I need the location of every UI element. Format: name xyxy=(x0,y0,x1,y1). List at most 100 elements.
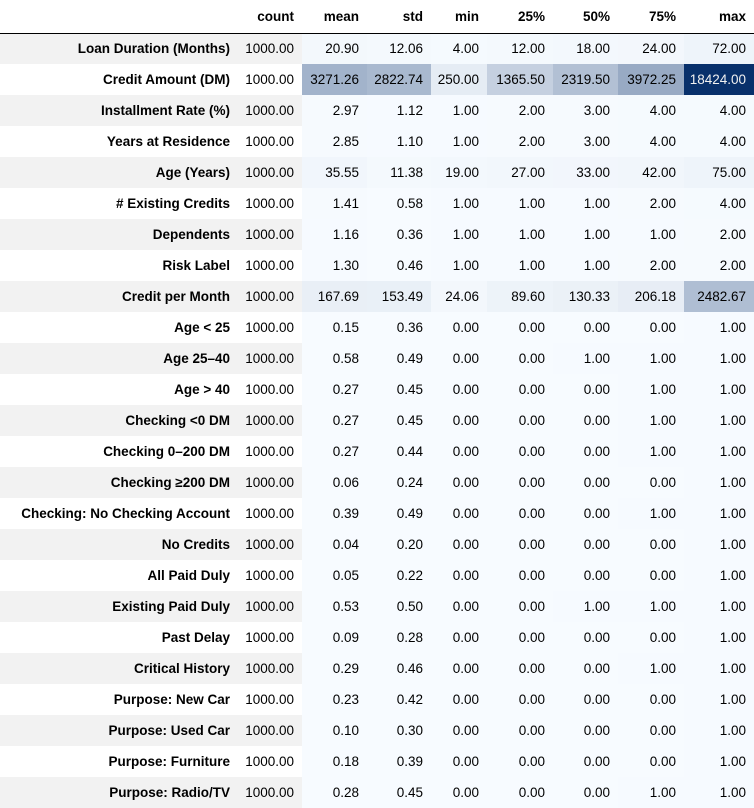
cell-50pct: 1.00 xyxy=(553,219,618,250)
table-row: Loan Duration (Months) 1000.00 20.90 12.06 4… xyxy=(0,33,754,64)
table-row: Checking ≥200 DM 1000.00 0.06 0.24 0.00 0.00 0… xyxy=(0,467,754,498)
cell-max: 1.00 xyxy=(684,374,754,405)
cell-75pct: 0.00 xyxy=(618,684,684,715)
cell-max: 1.00 xyxy=(684,715,754,746)
cell-75pct: 0.00 xyxy=(618,529,684,560)
cell-25pct: 1.00 xyxy=(487,188,553,219)
table-row: Checking: No Checking Account 1000.00 0.39… xyxy=(0,498,754,529)
cell-min: 0.00 xyxy=(431,436,487,467)
cell-75pct: 1.00 xyxy=(618,405,684,436)
cell-max: 1.00 xyxy=(684,622,754,653)
row-label: Purpose: Radio/TV xyxy=(0,777,238,808)
cell-25pct: 0.00 xyxy=(487,529,553,560)
cell-50pct: 3.00 xyxy=(553,95,618,126)
cell-count: 1000.00 xyxy=(238,64,302,95)
cell-50pct: 1.00 xyxy=(553,188,618,219)
cell-count: 1000.00 xyxy=(238,591,302,622)
cell-75pct: 1.00 xyxy=(618,653,684,684)
cell-max: 4.00 xyxy=(684,188,754,219)
cell-count: 1000.00 xyxy=(238,33,302,64)
row-label: Credit per Month xyxy=(0,281,238,312)
cell-min: 24.06 xyxy=(431,281,487,312)
cell-75pct: 1.00 xyxy=(618,343,684,374)
cell-50pct: 1.00 xyxy=(553,343,618,374)
cell-mean: 35.55 xyxy=(302,157,367,188)
cell-std: 0.24 xyxy=(367,467,431,498)
cell-25pct: 0.00 xyxy=(487,343,553,374)
cell-count: 1000.00 xyxy=(238,560,302,591)
cell-min: 1.00 xyxy=(431,95,487,126)
cell-50pct: 0.00 xyxy=(553,715,618,746)
cell-count: 1000.00 xyxy=(238,250,302,281)
cell-min: 0.00 xyxy=(431,374,487,405)
cell-count: 1000.00 xyxy=(238,684,302,715)
cell-min: 0.00 xyxy=(431,684,487,715)
cell-75pct: 1.00 xyxy=(618,436,684,467)
table-row: Past Delay 1000.00 0.09 0.28 0.00 0.00 0.00 0.0… xyxy=(0,622,754,653)
table-row: Installment Rate (%) 1000.00 2.97 1.12 1.00 2… xyxy=(0,95,754,126)
cell-75pct: 1.00 xyxy=(618,591,684,622)
cell-count: 1000.00 xyxy=(238,374,302,405)
cell-mean: 0.28 xyxy=(302,777,367,808)
table-row: Credit Amount (DM) 1000.00 3271.26 2822.74 2… xyxy=(0,64,754,95)
cell-25pct: 0.00 xyxy=(487,591,553,622)
cell-std: 11.38 xyxy=(367,157,431,188)
cell-count: 1000.00 xyxy=(238,281,302,312)
cell-max: 1.00 xyxy=(684,343,754,374)
table-row: Existing Paid Duly 1000.00 0.53 0.50 0.00 0.0… xyxy=(0,591,754,622)
cell-std: 0.49 xyxy=(367,498,431,529)
cell-mean: 0.27 xyxy=(302,405,367,436)
cell-max: 2.00 xyxy=(684,250,754,281)
cell-std: 2822.74 xyxy=(367,64,431,95)
cell-std: 0.22 xyxy=(367,560,431,591)
cell-75pct: 1.00 xyxy=(618,219,684,250)
cell-max: 1.00 xyxy=(684,560,754,591)
cell-25pct: 0.00 xyxy=(487,498,553,529)
cell-max: 1.00 xyxy=(684,591,754,622)
cell-75pct: 1.00 xyxy=(618,777,684,808)
cell-50pct: 1.00 xyxy=(553,591,618,622)
cell-std: 0.36 xyxy=(367,219,431,250)
cell-25pct: 0.00 xyxy=(487,405,553,436)
cell-75pct: 24.00 xyxy=(618,33,684,64)
column-header: count xyxy=(238,0,302,34)
cell-25pct: 2.00 xyxy=(487,95,553,126)
row-label: Purpose: Used Car xyxy=(0,715,238,746)
cell-75pct: 4.00 xyxy=(618,126,684,157)
cell-count: 1000.00 xyxy=(238,126,302,157)
column-header: 75% xyxy=(618,0,684,34)
table-row: Credit per Month 1000.00 167.69 153.49 24.06… xyxy=(0,281,754,312)
cell-mean: 0.06 xyxy=(302,467,367,498)
cell-mean: 0.05 xyxy=(302,560,367,591)
cell-min: 1.00 xyxy=(431,126,487,157)
cell-50pct: 0.00 xyxy=(553,560,618,591)
cell-50pct: 0.00 xyxy=(553,405,618,436)
cell-max: 18424.00 xyxy=(684,64,754,95)
cell-50pct: 1.00 xyxy=(553,250,618,281)
cell-min: 1.00 xyxy=(431,188,487,219)
row-label: Past Delay xyxy=(0,622,238,653)
row-label: Checking <0 DM xyxy=(0,405,238,436)
cell-std: 0.45 xyxy=(367,374,431,405)
cell-max: 2482.67 xyxy=(684,281,754,312)
cell-std: 0.58 xyxy=(367,188,431,219)
table-row: Age > 40 1000.00 0.27 0.45 0.00 0.00 0.00 1.00 1… xyxy=(0,374,754,405)
cell-std: 0.20 xyxy=(367,529,431,560)
table-row: Purpose: Used Car 1000.00 0.10 0.30 0.00 0.00… xyxy=(0,715,754,746)
cell-max: 1.00 xyxy=(684,529,754,560)
row-label: Checking ≥200 DM xyxy=(0,467,238,498)
cell-count: 1000.00 xyxy=(238,436,302,467)
row-label: Age > 40 xyxy=(0,374,238,405)
cell-min: 19.00 xyxy=(431,157,487,188)
cell-min: 4.00 xyxy=(431,33,487,64)
cell-50pct: 0.00 xyxy=(553,777,618,808)
cell-max: 1.00 xyxy=(684,467,754,498)
cell-max: 1.00 xyxy=(684,312,754,343)
cell-count: 1000.00 xyxy=(238,188,302,219)
cell-50pct: 3.00 xyxy=(553,126,618,157)
header-row: count mean std min 25% 50% 75% max xyxy=(0,0,754,34)
cell-50pct: 2319.50 xyxy=(553,64,618,95)
table-row: All Paid Duly 1000.00 0.05 0.22 0.00 0.00 0.00… xyxy=(0,560,754,591)
row-label: Risk Label xyxy=(0,250,238,281)
cell-25pct: 27.00 xyxy=(487,157,553,188)
